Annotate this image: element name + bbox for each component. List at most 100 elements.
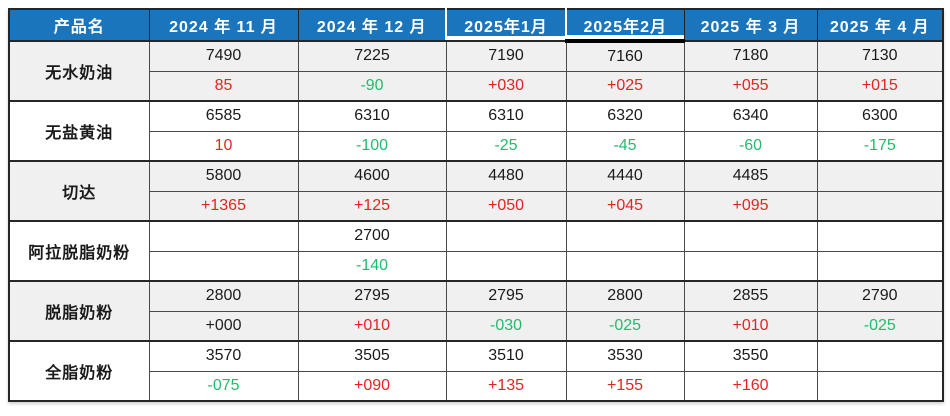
price-cell: 3510	[445, 340, 567, 372]
change-row: -140	[9, 250, 944, 282]
change-cell	[816, 190, 944, 222]
price-cell: 3505	[297, 340, 447, 372]
price-cell: 3550	[683, 340, 818, 372]
change-cell: +010	[297, 310, 447, 342]
price-row: 无水奶油 7490 7225 7190 7160 7180 7130	[8, 40, 944, 102]
price-cell	[148, 220, 299, 252]
dairy-price-table: 产品名 2024 年 11 月 2024 年 12 月 2025年1月 2025…	[8, 8, 944, 402]
product-name-cell: 切达	[8, 160, 150, 222]
table-body: 无水奶油 7490 7225 7190 7160 7180 7130 85 -90 +030 +02…	[8, 40, 944, 402]
change-cell: +055	[683, 70, 818, 102]
price-row: 切达 5800 4600 4480 4440 4485	[8, 160, 944, 222]
col-header-2025-03: 2025 年 3 月	[683, 8, 818, 42]
price-cell: 2795	[445, 280, 567, 312]
change-cell	[445, 250, 567, 282]
price-cell: 6340	[683, 100, 818, 132]
change-cell: +010	[683, 310, 818, 342]
price-cell: 6310	[445, 100, 567, 132]
price-cell: 3530	[565, 340, 685, 372]
change-cell: -45	[565, 130, 685, 162]
price-cell: 7160	[565, 40, 685, 72]
change-cell	[816, 370, 944, 402]
price-cell: 2790	[816, 280, 944, 312]
price-cell: 2800	[148, 280, 299, 312]
change-cell: +015	[816, 70, 944, 102]
change-cell: +030	[445, 70, 567, 102]
change-cell: +160	[683, 370, 818, 402]
price-cell: 4485	[683, 160, 818, 192]
change-cell: +000	[148, 310, 299, 342]
change-cell: +155	[565, 370, 685, 402]
price-cell: 2700	[297, 220, 447, 252]
change-cell: -60	[683, 130, 818, 162]
price-cell: 2800	[565, 280, 685, 312]
price-row: 无盐黄油 6585 6310 6310 6320 6340 6300	[8, 100, 944, 162]
price-cell: 6310	[297, 100, 447, 132]
change-cell: +095	[683, 190, 818, 222]
change-cell: -175	[816, 130, 944, 162]
price-cell: 6585	[148, 100, 299, 132]
price-cell: 4480	[445, 160, 567, 192]
change-cell: +1365	[148, 190, 299, 222]
price-cell	[565, 220, 685, 252]
price-cell: 5800	[148, 160, 299, 192]
change-cell: +045	[565, 190, 685, 222]
change-cell	[148, 250, 299, 282]
price-cell: 7190	[445, 40, 567, 72]
col-header-2024-12: 2024 年 12 月	[297, 8, 447, 42]
change-cell	[816, 250, 944, 282]
price-cell	[445, 220, 567, 252]
change-row: +000 +010 -030 -025 +010 -025	[9, 310, 944, 342]
change-cell: 85	[148, 70, 299, 102]
price-cell: 7180	[683, 40, 818, 72]
change-cell: +025	[565, 70, 685, 102]
price-cell: 7225	[297, 40, 447, 72]
price-cell: 6320	[565, 100, 685, 132]
price-cell: 4600	[297, 160, 447, 192]
price-cell	[683, 220, 818, 252]
change-cell: -90	[297, 70, 447, 102]
product-name-cell: 脱脂奶粉	[8, 280, 150, 342]
change-cell: -140	[297, 250, 447, 282]
change-cell: -030	[445, 310, 567, 342]
price-row: 阿拉脱脂奶粉 2700	[8, 220, 944, 282]
col-header-product: 产品名	[8, 8, 150, 42]
price-cell: 7130	[816, 40, 944, 72]
col-header-2025-01: 2025年1月	[445, 8, 567, 42]
header-row: 产品名 2024 年 11 月 2024 年 12 月 2025年1月 2025…	[8, 8, 944, 43]
price-row: 全脂奶粉 3570 3505 3510 3530 3550	[8, 340, 944, 402]
change-cell: -075	[148, 370, 299, 402]
price-cell: 6300	[816, 100, 944, 132]
change-cell: +125	[297, 190, 447, 222]
change-row: 10 -100 -25 -45 -60 -175	[9, 130, 944, 162]
col-header-2025-04: 2025 年 4 月	[816, 8, 944, 42]
price-cell	[816, 340, 944, 372]
change-cell	[683, 250, 818, 282]
change-row: +1365 +125 +050 +045 +095	[9, 190, 944, 222]
price-cell	[816, 220, 944, 252]
change-cell: -25	[445, 130, 567, 162]
product-name-cell: 无水奶油	[8, 40, 150, 102]
price-cell: 2795	[297, 280, 447, 312]
change-cell: +090	[297, 370, 447, 402]
change-cell: -100	[297, 130, 447, 162]
change-row: 85 -90 +030 +025 +055 +015	[9, 70, 944, 102]
price-cell	[816, 160, 944, 192]
col-header-2025-02: 2025年2月	[565, 8, 685, 43]
col-header-2024-11: 2024 年 11 月	[148, 8, 299, 42]
change-cell: 10	[148, 130, 299, 162]
change-row: -075 +090 +135 +155 +160	[9, 370, 944, 402]
product-name-cell: 阿拉脱脂奶粉	[8, 220, 150, 282]
change-cell: -025	[816, 310, 944, 342]
change-cell: +135	[445, 370, 567, 402]
price-cell: 7490	[148, 40, 299, 72]
price-cell: 3570	[148, 340, 299, 372]
product-name-cell: 无盐黄油	[8, 100, 150, 162]
price-cell: 4440	[565, 160, 685, 192]
price-row: 脱脂奶粉 2800 2795 2795 2800 2855 2790	[8, 280, 944, 342]
price-cell: 2855	[683, 280, 818, 312]
change-cell: -025	[565, 310, 685, 342]
product-name-cell: 全脂奶粉	[8, 340, 150, 402]
change-cell: +050	[445, 190, 567, 222]
